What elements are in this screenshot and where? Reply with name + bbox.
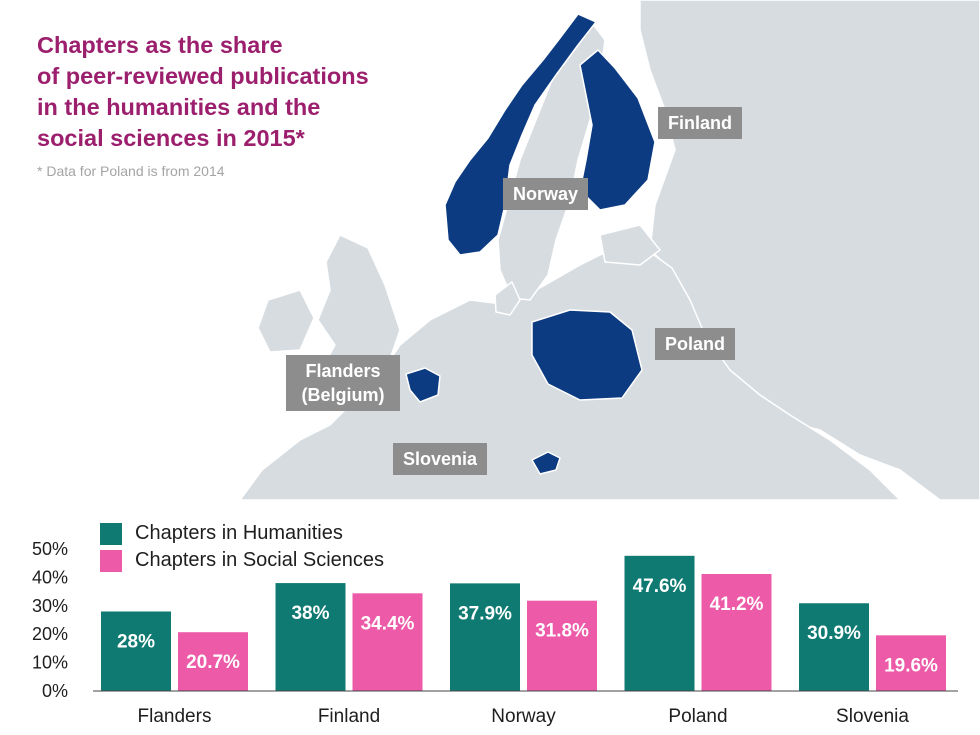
baltic-landmass [599, 224, 661, 266]
legend-item-social-sciences: Chapters in Social Sciences [100, 547, 384, 574]
legend-swatch-humanities [100, 522, 122, 545]
y-tick-label: 50% [32, 539, 68, 559]
bar-social-sciences [352, 593, 423, 691]
label-norway: Norway [503, 178, 589, 210]
label-flanders-line-1: Flanders [305, 361, 381, 381]
bar-value-label: 38% [291, 603, 329, 624]
title-line-3: in the humanities and the [37, 94, 321, 120]
footnote: * Data for Poland is from 2014 [37, 163, 225, 179]
slovenia-shape [531, 451, 561, 475]
category-label: Poland [668, 706, 727, 727]
bar-value-label: 19.6% [884, 655, 938, 676]
bar-value-label: 41.2% [710, 594, 764, 615]
y-tick-label: 30% [32, 596, 68, 616]
bar-value-label: 28% [117, 631, 155, 652]
bar-social-sciences [178, 632, 248, 691]
bar-value-label: 34.4% [361, 613, 415, 634]
bar-humanities [799, 603, 869, 691]
label-slovenia: Slovenia [393, 443, 488, 475]
bar-humanities [450, 583, 520, 691]
label-flanders: Flanders (Belgium) [286, 355, 400, 411]
label-poland: Poland [655, 328, 736, 360]
bar-chart: 0% 10% 20% 30% 40% 50% 28% 20.7% Flanders 38% 34.4… [32, 539, 958, 727]
title-line-2: of peer-reviewed publications [37, 63, 369, 89]
flanders-shape [405, 367, 441, 403]
legend-label-social-sciences: Chapters in Social Sciences [135, 549, 385, 571]
y-tick-label: 40% [32, 567, 68, 587]
denmark-landmass [494, 281, 521, 316]
title-line-1: Chapters as the share [37, 32, 283, 58]
y-tick-label: 0% [42, 681, 68, 701]
bar-value-label: 30.9% [807, 623, 861, 644]
category-label: Slovenia [836, 706, 909, 727]
finland-shape [579, 49, 656, 211]
category-label: Norway [491, 706, 556, 727]
label-finland: Finland [658, 107, 742, 139]
bar-value-label: 20.7% [186, 652, 240, 673]
chart-title: Chapters as the share of peer-reviewed p… [37, 30, 457, 154]
chart-legend: Chapters in Humanities Chapters in Socia… [100, 520, 384, 574]
label-flanders-line-2: (Belgium) [301, 385, 385, 405]
bar-humanities [101, 611, 171, 691]
y-tick-label: 10% [32, 653, 68, 673]
title-line-4: social sciences in 2015* [37, 125, 305, 151]
y-tick-label: 20% [32, 624, 68, 644]
bar-social-sciences [527, 600, 597, 691]
category-label: Flanders [138, 706, 212, 727]
ireland-landmass [257, 289, 315, 353]
norway-shape [444, 13, 597, 256]
bar-humanities [275, 583, 346, 691]
bar-value-label: 31.8% [535, 621, 589, 642]
legend-swatch-social-sciences [100, 549, 122, 572]
poland-shape [531, 309, 643, 401]
bar-humanities [624, 555, 695, 691]
bar-value-label: 37.9% [458, 603, 512, 624]
bar-value-label: 47.6% [633, 576, 687, 597]
legend-item-humanities: Chapters in Humanities [100, 520, 384, 547]
legend-label-humanities: Chapters in Humanities [135, 522, 343, 544]
bar-social-sciences [876, 635, 946, 691]
category-label: Finland [318, 706, 380, 727]
bar-social-sciences [701, 573, 772, 691]
